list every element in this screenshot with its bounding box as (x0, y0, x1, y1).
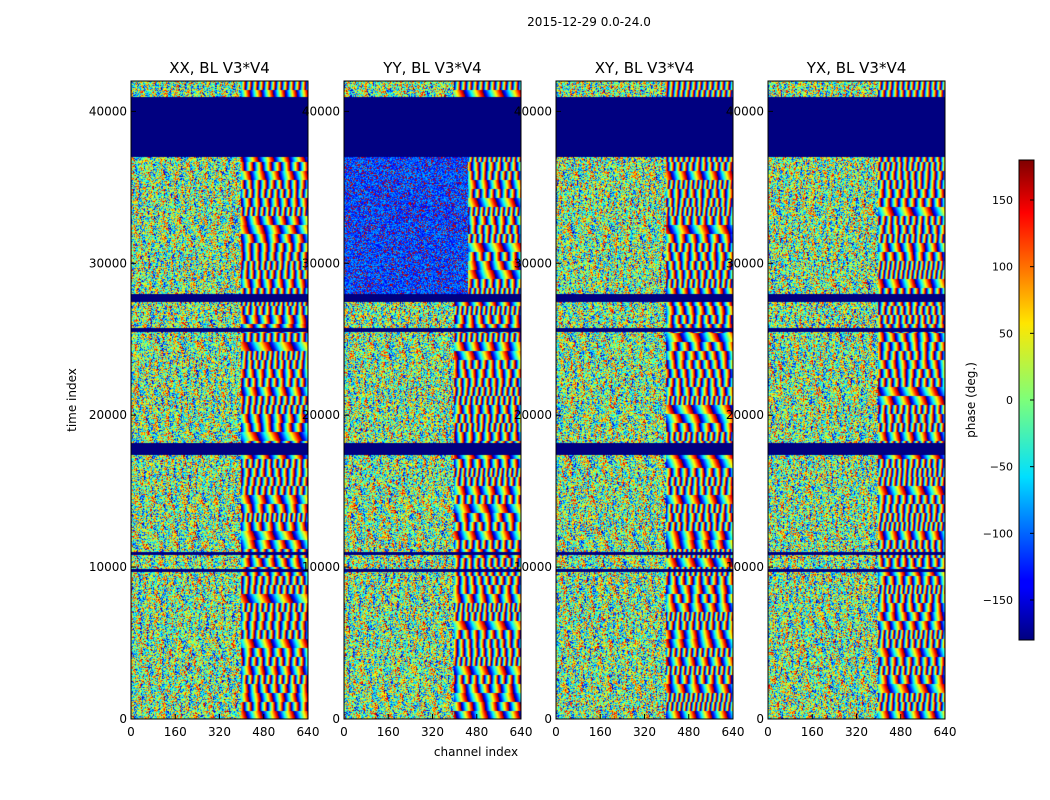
colorbar-ticks: 150 100 50 0 −50 −100 −150 (983, 194, 1034, 607)
x-tick-label: 320 (208, 725, 231, 739)
y-tick-label: 30000 (89, 256, 127, 270)
x-tick-label: 640 (722, 725, 745, 739)
figure-title: 2015-12-29 0.0-24.0 (527, 15, 651, 29)
y-tick-label: 30000 (514, 256, 552, 270)
x-tick-label: 480 (252, 725, 275, 739)
panel-1: XX, BL V3*V4 0 160 320 480 640 0 10000 20000 3000… (89, 59, 320, 739)
x-tick-label: 320 (845, 725, 868, 739)
colorbar: 150 100 50 0 −50 −100 −150 phase (deg.) (964, 159, 1035, 641)
colorbar-tick-label: 150 (992, 194, 1013, 207)
x-tick-label: 0 (340, 725, 348, 739)
panel-4-title: YX, BL V3*V4 (806, 59, 907, 77)
x-tick-label: 0 (127, 725, 135, 739)
x-tick-label: 160 (589, 725, 612, 739)
x-tick-label: 0 (552, 725, 560, 739)
panel-4: YX, BL V3*V4 0 160 320 480 640 0 10000 20000 3000… (726, 59, 957, 739)
colorbar-tick-label: 100 (992, 261, 1013, 274)
y-tick-label: 0 (119, 712, 127, 726)
panel-1-heatmap (131, 81, 308, 719)
colorbar-tick-label: −50 (990, 461, 1013, 474)
y-tick-label: 30000 (726, 256, 764, 270)
x-tick-label: 640 (934, 725, 957, 739)
y-tick-label: 20000 (89, 408, 127, 422)
colorbar-tick-label: −150 (983, 594, 1013, 607)
panels: XX, BL V3*V4 0 160 320 480 640 0 10000 20000 3000… (89, 59, 957, 739)
y-tick-label: 20000 (514, 408, 552, 422)
x-tick-label: 160 (801, 725, 824, 739)
y-tick-label: 0 (544, 712, 552, 726)
panel-2-title: YY, BL V3*V4 (382, 59, 481, 77)
y-tick-label: 40000 (89, 104, 127, 118)
x-tick-label: 160 (377, 725, 400, 739)
x-tick-label: 480 (889, 725, 912, 739)
y-tick-label: 10000 (514, 560, 552, 574)
y-tick-label: 30000 (302, 256, 340, 270)
x-tick-label: 480 (465, 725, 488, 739)
colorbar-tick-label: −100 (983, 527, 1013, 540)
y-tick-label: 0 (756, 712, 764, 726)
panel-2: YY, BL V3*V4 0 160 320 480 640 0 10000 20000 3000… (302, 59, 533, 739)
panel-3-title: XY, BL V3*V4 (595, 59, 695, 77)
x-tick-label: 640 (297, 725, 320, 739)
x-axis-label: channel index (434, 745, 518, 759)
y-tick-label: 20000 (726, 408, 764, 422)
y-tick-label: 20000 (302, 408, 340, 422)
colorbar-label: phase (deg.) (964, 362, 978, 438)
x-tick-label: 320 (633, 725, 656, 739)
colorbar-tick-label: 0 (1006, 394, 1013, 407)
x-tick-label: 320 (421, 725, 444, 739)
y-tick-label: 40000 (726, 104, 764, 118)
y-tick-label: 40000 (302, 104, 340, 118)
panel-2-heatmap (344, 81, 521, 719)
x-tick-label: 160 (164, 725, 187, 739)
panel-3-heatmap (556, 81, 733, 719)
x-tick-label: 480 (677, 725, 700, 739)
y-tick-label: 40000 (514, 104, 552, 118)
y-tick-label: 10000 (89, 560, 127, 574)
y-tick-label: 10000 (726, 560, 764, 574)
y-tick-label: 10000 (302, 560, 340, 574)
x-tick-label: 0 (764, 725, 772, 739)
y-tick-label: 0 (332, 712, 340, 726)
x-tick-label: 640 (510, 725, 533, 739)
panel-4-heatmap (768, 81, 945, 719)
y-axis-label: time index (65, 368, 79, 432)
colorbar-tick-label: 50 (999, 327, 1013, 340)
panel-1-title: XX, BL V3*V4 (169, 59, 270, 77)
panel-3: XY, BL V3*V4 0 160 320 480 640 0 10000 20000 3000… (514, 59, 745, 739)
